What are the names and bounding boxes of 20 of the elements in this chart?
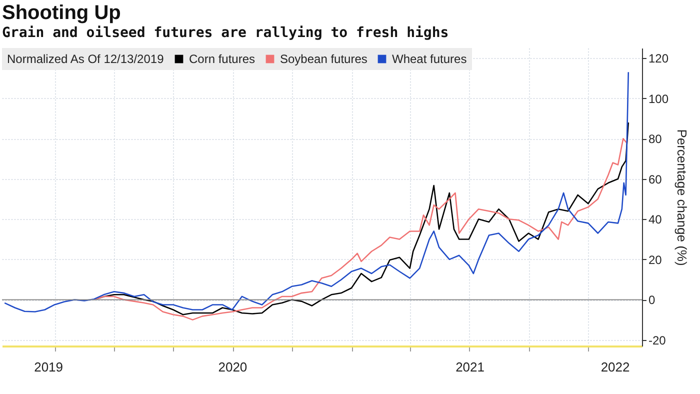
- legend-label: Corn futures: [189, 52, 256, 66]
- legend-label: Wheat futures: [392, 52, 467, 66]
- y-tick-label: -20: [648, 333, 666, 348]
- y-tick-label: 0: [648, 293, 656, 308]
- y-tick-label: 100: [648, 92, 669, 106]
- line-series: [4, 72, 630, 312]
- y-tick-label: 20: [648, 252, 662, 267]
- y-axis-title: Percentage change (%): [674, 129, 690, 266]
- legend-title: Normalized As Of 12/13/2019: [7, 52, 164, 66]
- y-tick-label: 40: [648, 212, 662, 227]
- chart-title: Shooting Up: [2, 2, 121, 24]
- y-tick-label: 60: [648, 172, 662, 186]
- legend-label: Soybean futures: [280, 52, 368, 66]
- y-tick-label: 80: [648, 132, 662, 146]
- y-tick-label: 120: [648, 52, 669, 66]
- x-tick-label: 2019: [34, 360, 63, 374]
- x-tick-label: 2020: [218, 360, 248, 374]
- chart-subtitle: Grain and oilseed futures are rallying to fresh highs: [2, 25, 449, 41]
- x-tick-label: 2022: [600, 360, 630, 374]
- x-tick-label: 2021: [456, 360, 484, 374]
